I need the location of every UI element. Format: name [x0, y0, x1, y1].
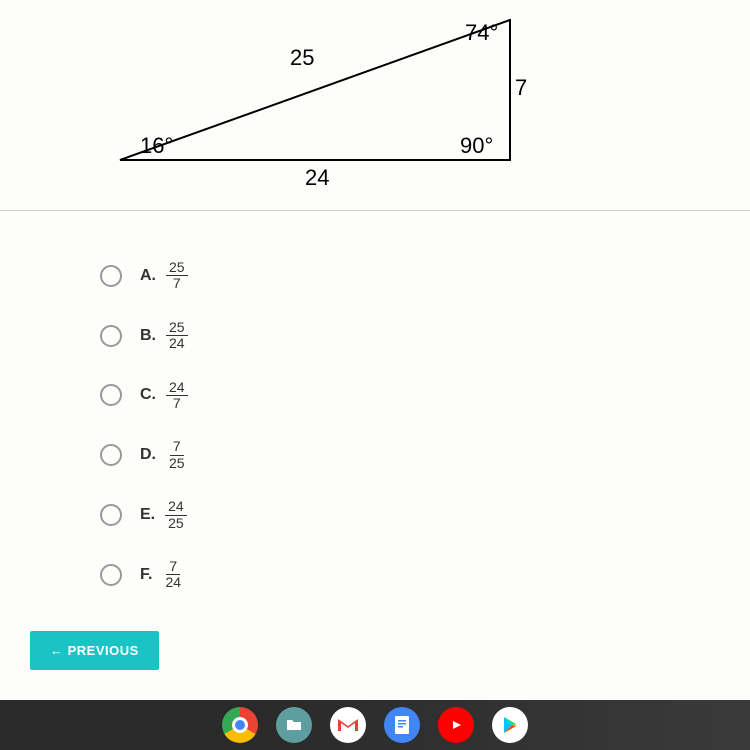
fraction: 7 25 — [166, 439, 188, 471]
option-a[interactable]: A. 25 7 — [100, 260, 188, 292]
option-letter: C. — [140, 386, 156, 404]
numerator: 7 — [170, 439, 184, 455]
side-right-label: 7 — [515, 75, 527, 100]
play-store-icon[interactable] — [492, 707, 528, 743]
content-area: 16° 74° 90° 25 7 24 A. 25 7 B. 25 24 — [0, 0, 750, 700]
radio-icon — [100, 444, 122, 466]
option-letter: F. — [140, 566, 152, 584]
radio-icon — [100, 384, 122, 406]
radio-icon — [100, 325, 122, 347]
numerator: 24 — [166, 380, 188, 396]
chrome-icon[interactable] — [222, 707, 258, 743]
numerator: 25 — [166, 260, 188, 276]
radio-icon — [100, 265, 122, 287]
triangle-svg: 16° 74° 90° 25 7 24 — [80, 0, 580, 200]
fraction: 25 24 — [166, 320, 188, 352]
previous-button[interactable]: ← PREVIOUS — [30, 631, 159, 670]
files-icon[interactable] — [276, 707, 312, 743]
radio-icon — [100, 504, 122, 526]
divider — [0, 210, 750, 211]
docs-icon[interactable] — [384, 707, 420, 743]
fraction: 25 7 — [166, 260, 188, 292]
option-c[interactable]: C. 24 7 — [100, 380, 188, 412]
option-d[interactable]: D. 7 25 — [100, 439, 188, 471]
denominator: 25 — [165, 516, 187, 531]
denominator: 24 — [162, 575, 184, 590]
option-letter: A. — [140, 267, 156, 285]
angle-top-label: 74° — [465, 20, 498, 45]
denominator: 7 — [170, 396, 184, 411]
denominator: 7 — [170, 276, 184, 291]
side-bottom-label: 24 — [305, 165, 329, 190]
angle-right-label: 90° — [460, 133, 493, 158]
options-container: A. 25 7 B. 25 24 C. 24 7 D. — [100, 260, 188, 619]
numerator: 7 — [166, 559, 180, 575]
option-b[interactable]: B. 25 24 — [100, 320, 188, 352]
triangle-diagram: 16° 74° 90° 25 7 24 — [80, 0, 580, 200]
denominator: 24 — [166, 336, 188, 351]
gmail-icon[interactable] — [330, 707, 366, 743]
fraction: 24 25 — [165, 499, 187, 531]
taskbar — [0, 700, 750, 750]
option-f[interactable]: F. 7 24 — [100, 559, 188, 591]
option-letter: D. — [140, 446, 156, 464]
fraction: 24 7 — [166, 380, 188, 412]
numerator: 25 — [166, 320, 188, 336]
option-letter: E. — [140, 506, 155, 524]
denominator: 25 — [166, 456, 188, 471]
numerator: 24 — [165, 499, 187, 515]
fraction: 7 24 — [162, 559, 184, 591]
radio-icon — [100, 564, 122, 586]
triangle-shape — [120, 20, 510, 160]
angle-left-label: 16° — [140, 133, 173, 158]
option-e[interactable]: E. 24 25 — [100, 499, 188, 531]
side-hypotenuse-label: 25 — [290, 45, 314, 70]
option-letter: B. — [140, 327, 156, 345]
youtube-icon[interactable] — [438, 707, 474, 743]
